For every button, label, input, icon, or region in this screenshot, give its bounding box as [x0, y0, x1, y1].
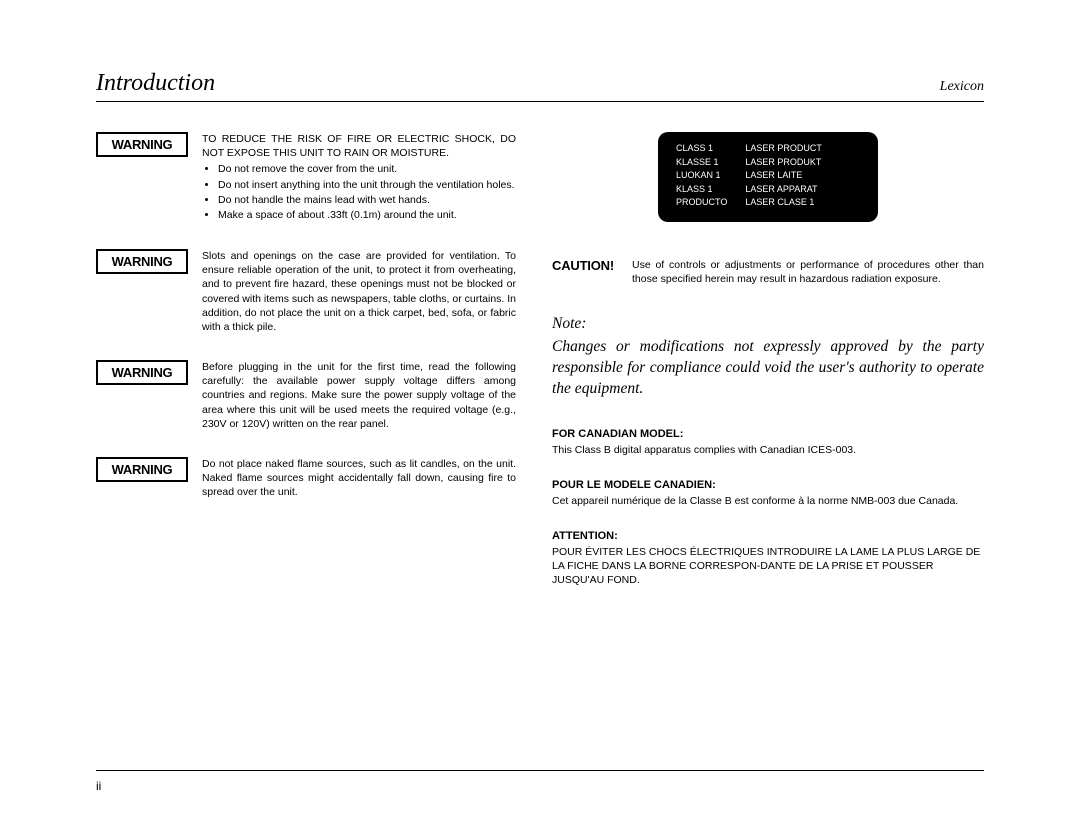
warning-body: Slots and openings on the case are provi…: [202, 249, 516, 334]
content-columns: WARNING TO REDUCE THE RISK OF FIRE OR EL…: [96, 132, 984, 609]
warning-bullet: Do not handle the mains lead with wet ha…: [218, 193, 516, 207]
warning-label: WARNING: [96, 457, 188, 482]
warning-lead: TO REDUCE THE RISK OF FIRE OR ELECTRIC S…: [202, 133, 516, 159]
warning-label: WARNING: [96, 132, 188, 157]
laser-col-values: LASER PRODUCT LASER PRODUKT LASER LAITE …: [745, 142, 822, 210]
warning-bullet: Do not insert anything into the unit thr…: [218, 178, 516, 192]
right-column: CLASS 1 KLASSE 1 LUOKAN 1 KLASS 1 PRODUC…: [552, 132, 984, 609]
caution-row: CAUTION! Use of controls or adjustments …: [552, 258, 984, 286]
note-body: Changes or modifications not expressly a…: [552, 338, 984, 397]
section-heading: POUR LE MODELE CANADIEN:: [552, 479, 984, 491]
section-heading: ATTENTION:: [552, 530, 984, 542]
caution-label: CAUTION!: [552, 258, 624, 273]
canadien-section: POUR LE MODELE CANADIEN: Cet appareil nu…: [552, 479, 984, 508]
laser-col-labels: CLASS 1 KLASSE 1 LUOKAN 1 KLASS 1 PRODUC…: [676, 142, 727, 210]
section-body: This Class B digital apparatus complies …: [552, 443, 984, 457]
warning-label: WARNING: [96, 249, 188, 274]
laser-cell: LASER PRODUKT: [745, 156, 822, 170]
warning-bullet: Do not remove the cover from the unit.: [218, 162, 516, 176]
warning-row: WARNING Slots and openings on the case a…: [96, 249, 516, 334]
warning-body: Before plugging in the unit for the firs…: [202, 360, 516, 431]
header-brand: Lexicon: [940, 79, 984, 95]
page-number: ii: [96, 779, 101, 793]
header-title: Introduction: [96, 70, 215, 97]
section-body: Cet appareil numérique de la Classe B es…: [552, 494, 984, 508]
laser-cell: PRODUCTO: [676, 196, 727, 210]
section-body: POUR ÉVITER LES CHOCS ÉLECTRIQUES INTROD…: [552, 545, 984, 588]
laser-cell: LUOKAN 1: [676, 169, 727, 183]
laser-cell: LASER PRODUCT: [745, 142, 822, 156]
attention-section: ATTENTION: POUR ÉVITER LES CHOCS ÉLECTRI…: [552, 530, 984, 588]
laser-cell: KLASS 1: [676, 183, 727, 197]
warning-bullet: Make a space of about .33ft (0.1m) aroun…: [218, 208, 516, 222]
caution-body: Use of controls or adjustments or perfor…: [632, 258, 984, 286]
page-header: Introduction Lexicon: [96, 70, 984, 102]
warning-label: WARNING: [96, 360, 188, 385]
left-column: WARNING TO REDUCE THE RISK OF FIRE OR EL…: [96, 132, 516, 609]
laser-cell: LASER CLASE 1: [745, 196, 822, 210]
laser-cell: LASER LAITE: [745, 169, 822, 183]
laser-cell: CLASS 1: [676, 142, 727, 156]
warning-row: WARNING Before plugging in the unit for …: [96, 360, 516, 431]
note-block: Note: Changes or modifications not expre…: [552, 314, 984, 400]
warning-body: TO REDUCE THE RISK OF FIRE OR ELECTRIC S…: [202, 132, 516, 223]
warning-row: WARNING TO REDUCE THE RISK OF FIRE OR EL…: [96, 132, 516, 223]
warning-row: WARNING Do not place naked flame sources…: [96, 457, 516, 500]
page-footer: ii: [96, 770, 984, 793]
canadian-section: FOR CANADIAN MODEL: This Class B digital…: [552, 428, 984, 457]
warning-bullets: Do not remove the cover from the unit. D…: [202, 162, 516, 222]
laser-class-box: CLASS 1 KLASSE 1 LUOKAN 1 KLASS 1 PRODUC…: [658, 132, 878, 222]
laser-cell: LASER APPARAT: [745, 183, 822, 197]
note-label: Note:: [552, 314, 984, 335]
laser-cell: KLASSE 1: [676, 156, 727, 170]
warning-body: Do not place naked flame sources, such a…: [202, 457, 516, 500]
section-heading: FOR CANADIAN MODEL:: [552, 428, 984, 440]
